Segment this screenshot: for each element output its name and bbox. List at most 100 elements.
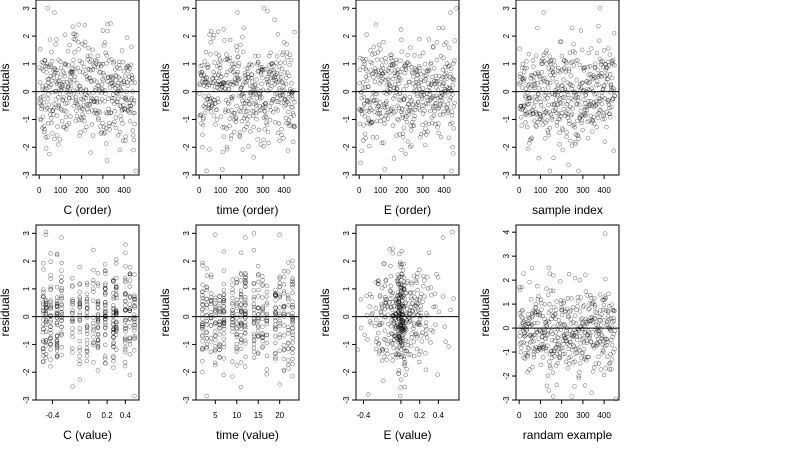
data-point xyxy=(542,97,548,102)
data-point xyxy=(589,46,594,51)
data-point xyxy=(273,292,278,298)
data-point xyxy=(390,300,395,305)
data-point xyxy=(69,71,74,76)
data-point xyxy=(534,96,540,102)
data-point xyxy=(290,325,295,331)
data-point xyxy=(38,46,43,52)
data-point xyxy=(573,313,578,318)
y-tick-label: 3 xyxy=(342,231,351,236)
data-point xyxy=(601,349,606,354)
data-point xyxy=(266,79,271,85)
data-point xyxy=(400,311,405,316)
data-point xyxy=(601,307,606,313)
data-point xyxy=(404,366,409,372)
data-point xyxy=(394,60,399,66)
data-point xyxy=(264,340,270,346)
data-point xyxy=(198,112,204,118)
data-point xyxy=(567,118,572,123)
data-point xyxy=(59,260,64,266)
data-point xyxy=(542,301,548,307)
data-point xyxy=(521,105,526,110)
data-point xyxy=(225,147,230,152)
data-point xyxy=(271,70,277,75)
data-point xyxy=(221,372,226,378)
data-point xyxy=(239,323,244,328)
data-point xyxy=(208,339,214,345)
data-point xyxy=(431,113,437,118)
data-point xyxy=(55,70,60,76)
data-point xyxy=(233,72,238,77)
data-point xyxy=(413,104,418,109)
data-point xyxy=(379,140,385,146)
data-point xyxy=(385,116,391,121)
data-point xyxy=(524,110,530,116)
data-point xyxy=(386,332,391,337)
data-point xyxy=(235,10,240,15)
data-point xyxy=(103,281,108,286)
data-point xyxy=(609,104,614,110)
data-point xyxy=(399,49,404,54)
data-point xyxy=(560,127,566,132)
data-point xyxy=(592,121,597,126)
data-point xyxy=(41,338,46,343)
data-point xyxy=(451,104,457,109)
data-point xyxy=(550,76,555,81)
data-point xyxy=(431,66,437,71)
data-point xyxy=(553,307,559,312)
data-point xyxy=(76,39,81,45)
data-point xyxy=(405,139,411,144)
data-point xyxy=(53,42,58,47)
data-point xyxy=(106,110,112,115)
data-point xyxy=(91,360,96,365)
data-point xyxy=(420,299,425,304)
data-point xyxy=(545,343,550,348)
data-point xyxy=(364,78,370,84)
data-point xyxy=(404,83,409,89)
data-point xyxy=(127,273,133,278)
data-point xyxy=(111,344,116,350)
data-point xyxy=(48,303,53,308)
data-point xyxy=(589,120,595,125)
data-point xyxy=(40,322,46,327)
data-point xyxy=(123,308,128,313)
data-point xyxy=(103,342,108,347)
plot-frame xyxy=(355,224,460,401)
data-point xyxy=(546,388,552,393)
data-point xyxy=(588,292,593,298)
data-point xyxy=(440,25,446,30)
data-point xyxy=(74,80,80,86)
data-point xyxy=(255,350,261,355)
data-point xyxy=(362,114,368,119)
data-point xyxy=(283,115,289,121)
data-point xyxy=(252,82,258,88)
data-point xyxy=(103,320,108,325)
data-point xyxy=(571,63,576,68)
data-point xyxy=(114,319,119,325)
data-point xyxy=(127,302,132,307)
data-point xyxy=(243,80,249,85)
data-point xyxy=(43,298,49,303)
data-point xyxy=(123,278,128,283)
data-point xyxy=(272,17,277,22)
data-point xyxy=(260,75,265,81)
data-point xyxy=(523,333,528,338)
data-point xyxy=(395,304,400,310)
data-point xyxy=(221,331,227,336)
data-point xyxy=(260,316,265,322)
data-point xyxy=(233,115,239,120)
data-point xyxy=(127,324,132,329)
y-axis-label: residuals xyxy=(318,63,332,111)
data-point xyxy=(523,86,529,91)
data-point xyxy=(73,94,79,100)
y-tick-label: -3 xyxy=(342,396,351,404)
data-point xyxy=(611,86,616,91)
data-point xyxy=(604,65,610,71)
data-point xyxy=(261,6,267,11)
data-point xyxy=(39,95,44,100)
data-point xyxy=(527,141,532,146)
data-point xyxy=(591,99,596,105)
data-point xyxy=(440,81,446,86)
data-point xyxy=(208,309,214,315)
data-point xyxy=(555,83,561,89)
